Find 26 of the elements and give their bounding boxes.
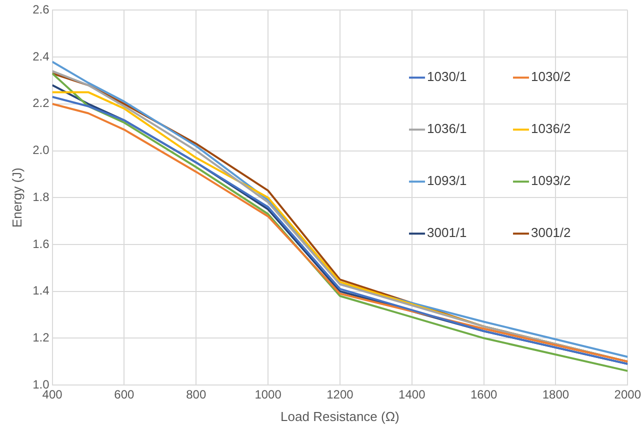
y-tick-label: 2.4 [32,49,50,64]
legend-label: 1030/1 [427,69,467,84]
x-axis-title: Load Resistance (Ω) [280,408,400,424]
x-tick-label: 1000 [254,388,282,402]
x-tick-label: 600 [114,388,135,402]
x-tick-label: 1800 [542,388,570,402]
y-tick-label: 2.0 [32,143,50,158]
x-tick-label: 800 [186,388,206,402]
y-tick-label: 1.6 [32,236,50,251]
y-tick-label: 1.4 [32,284,50,298]
x-tick-label: 1400 [398,388,426,402]
legend-label: 3001/1 [427,225,467,240]
x-tick-label: 1600 [470,388,498,402]
x-tick-label: 1200 [326,388,354,402]
legend-label: 1093/1 [427,173,467,188]
y-tick-label: 2.2 [32,96,50,110]
x-tick-label: 2000 [614,388,642,402]
legend-label: 1093/2 [531,173,571,188]
y-tick-label: 1.2 [32,330,50,344]
legend-label: 3001/2 [531,225,571,240]
y-tick-label: 2.6 [32,2,50,17]
legend-label: 1036/1 [427,121,467,136]
y-tick-label: 1.8 [32,190,50,204]
y-axis-title: Energy (J) [9,168,24,228]
legend-label: 1036/2 [531,121,571,136]
legend-label: 1030/2 [531,69,571,84]
